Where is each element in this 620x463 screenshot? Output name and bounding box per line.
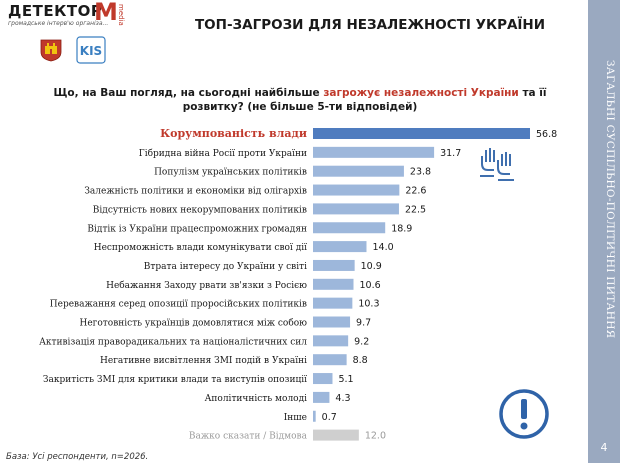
category-label: Негативне висвітлення ЗМІ подій в Україн… bbox=[100, 356, 307, 366]
value-label: 9.2 bbox=[354, 336, 369, 347]
city-emblem-icon bbox=[40, 39, 62, 62]
value-label: 31.7 bbox=[440, 148, 461, 159]
page-title: ТОП-ЗАГРОЗИ ДЛЯ НЕЗАЛЕЖНОСТІ УКРАЇНИ bbox=[194, 17, 546, 33]
bar bbox=[313, 259, 355, 271]
category-label: Активізація праворадикальних та націонал… bbox=[39, 337, 307, 347]
value-label: 0.7 bbox=[322, 412, 337, 423]
bar bbox=[313, 335, 349, 347]
bar bbox=[313, 146, 435, 158]
logo-media: media bbox=[117, 4, 125, 26]
survey-question: Що, на Ваш погляд, на сьогодні найбільше… bbox=[40, 86, 560, 114]
category-label: Закритість ЗМІ для критики влади та вист… bbox=[43, 375, 307, 385]
bar bbox=[313, 222, 386, 234]
value-label: 8.8 bbox=[353, 355, 368, 366]
value-label: 10.9 bbox=[361, 261, 382, 272]
value-label: 22.5 bbox=[405, 204, 426, 215]
bar bbox=[313, 410, 316, 422]
logo-text: ДЕТЕКТОР bbox=[8, 2, 103, 20]
bar bbox=[313, 354, 347, 366]
value-label: 56.8 bbox=[536, 129, 557, 140]
bar bbox=[313, 297, 353, 309]
value-label: 4.3 bbox=[335, 393, 350, 404]
sidebar-section-title: ЗАГАЛЬНІ СУСПІЛЬНО-ПОЛІТИЧНІ ПИТАННЯ bbox=[604, 60, 616, 339]
value-label: 9.7 bbox=[356, 318, 371, 329]
category-label: Небажання Заходу рвати зв'язки з Росією bbox=[106, 280, 307, 291]
category-label: Неготовність українців домовлятися між с… bbox=[80, 318, 308, 329]
value-label: 18.9 bbox=[391, 223, 412, 234]
category-label: Відсутність нових некорумпованих політик… bbox=[93, 205, 307, 215]
sidebar-band bbox=[588, 0, 620, 463]
value-label: 5.1 bbox=[338, 374, 353, 385]
bar bbox=[313, 203, 399, 215]
question-text-1: Що, на Ваш погляд, на сьогодні найбільше bbox=[53, 87, 324, 99]
value-label: 10.3 bbox=[358, 299, 379, 310]
logo-m: M bbox=[94, 0, 118, 26]
question-text-2: та її bbox=[518, 87, 547, 99]
bar bbox=[313, 165, 404, 177]
category-label: Переважання серед опозиції проросійських… bbox=[50, 300, 307, 310]
value-label: 22.6 bbox=[405, 186, 426, 197]
base-footnote: База: Усі респонденти, n=2026. bbox=[6, 452, 149, 462]
value-label: 10.6 bbox=[359, 280, 380, 291]
category-label: Корумпованість влади bbox=[160, 127, 307, 140]
bar bbox=[313, 241, 367, 253]
value-label: 14.0 bbox=[372, 242, 393, 253]
category-label: Гібридна війна Росії проти України bbox=[139, 148, 307, 159]
category-label: Залежність політики и економіки від оліг… bbox=[84, 187, 307, 197]
question-text-3: розвитку? (не більше 5-ти відповідей) bbox=[182, 101, 418, 113]
logo-subtitle: громадське інтерв'ю організа... bbox=[8, 20, 109, 27]
exclamation-icon bbox=[499, 389, 549, 439]
question-highlight: загрожує незалежності України bbox=[323, 87, 519, 99]
kmis-logo-icon: KIS bbox=[76, 36, 106, 64]
category-label: Важко сказати / Відмова bbox=[189, 432, 308, 442]
category-label: Аполітичність молоді bbox=[205, 394, 308, 404]
category-label: Популізм українських політиків bbox=[154, 168, 307, 178]
value-label: 12.0 bbox=[365, 431, 386, 442]
page-number: 4 bbox=[600, 441, 608, 454]
category-label: Відтік із України працеспроможних громад… bbox=[87, 224, 307, 234]
bar bbox=[313, 128, 530, 139]
svg-text:KIS: KIS bbox=[80, 44, 102, 58]
value-label: 23.8 bbox=[410, 167, 431, 178]
bar bbox=[313, 391, 330, 403]
bar bbox=[313, 316, 351, 328]
bar bbox=[313, 278, 354, 290]
bar bbox=[313, 429, 359, 441]
category-label: Інше bbox=[284, 413, 307, 423]
category-label: Втрата інтересу до України у світі bbox=[144, 262, 307, 272]
category-label: Неспроможність влади комунікувати свої д… bbox=[94, 243, 307, 253]
bar bbox=[313, 184, 400, 196]
bar bbox=[313, 373, 333, 385]
raised-hands-icon bbox=[480, 148, 514, 181]
